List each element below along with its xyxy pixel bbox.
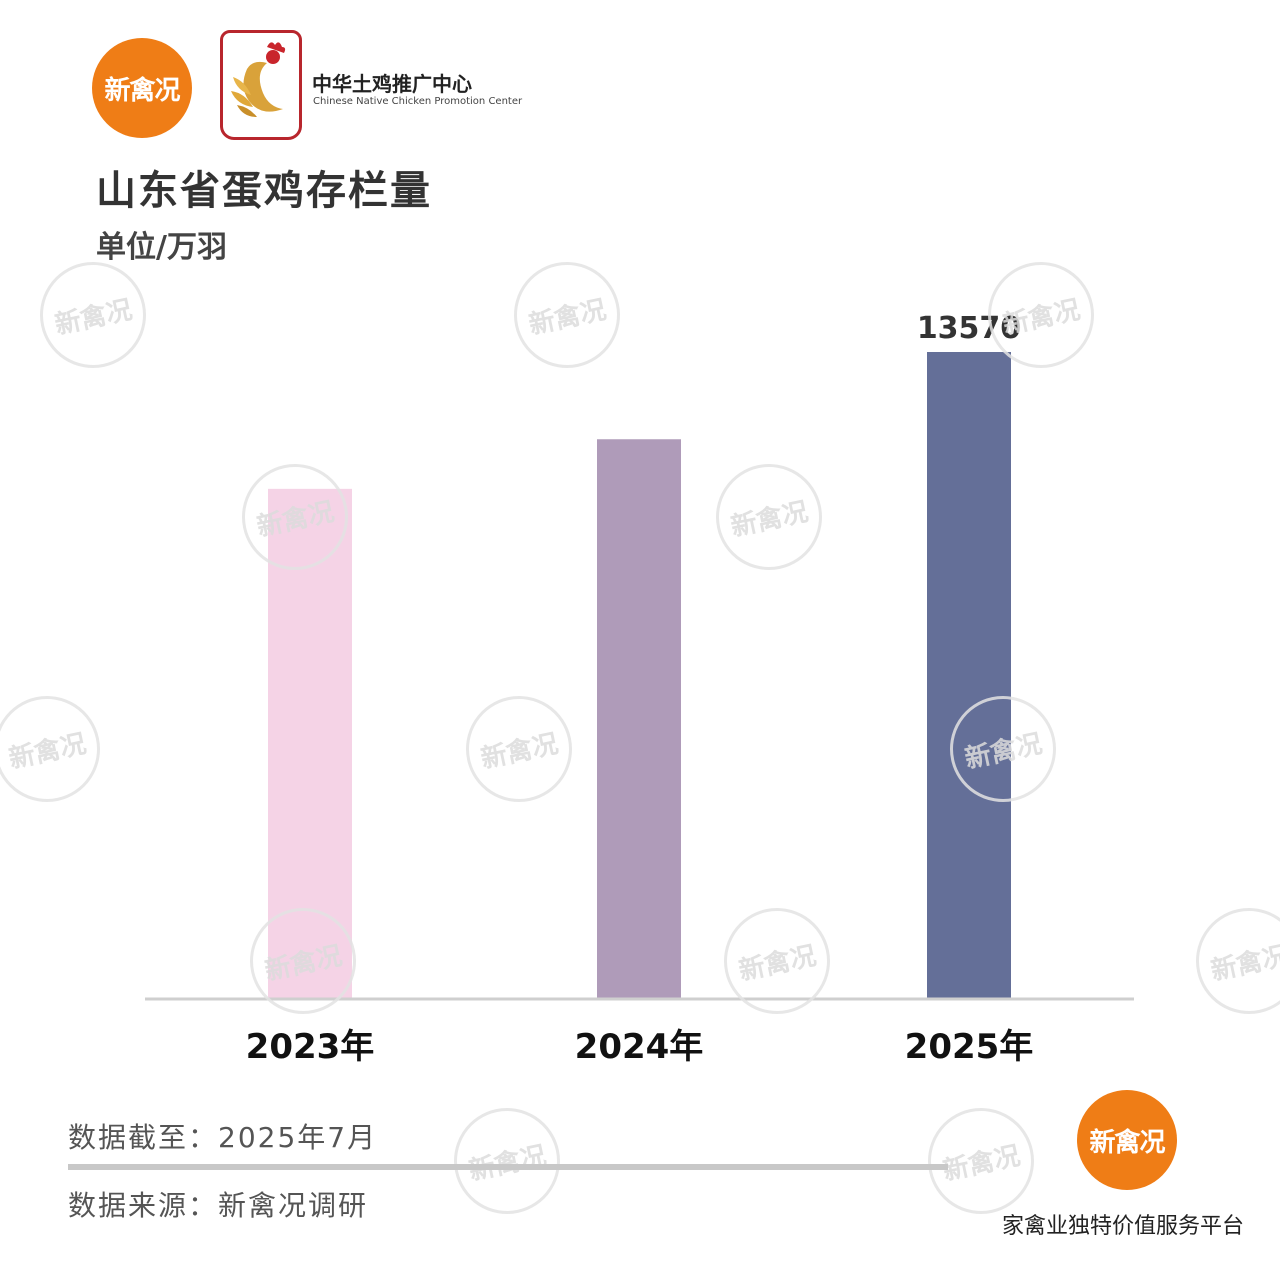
x-tick-label: 2025年 bbox=[905, 1027, 1034, 1067]
bar-2025年 bbox=[927, 352, 1011, 999]
org-name-english: Chinese Native Chicken Promotion Center bbox=[313, 96, 523, 107]
rooster-badge-icon bbox=[220, 30, 302, 140]
brand-logo: 新禽况 bbox=[92, 38, 192, 138]
chart-title: 山东省蛋鸡存栏量 bbox=[96, 168, 432, 214]
brand-logo-footer: 新禽况 bbox=[1077, 1090, 1177, 1190]
data-label: 13570 bbox=[917, 311, 1021, 346]
rooster-icon bbox=[231, 42, 286, 117]
data-source-note: 数据来源：新禽况调研 bbox=[68, 1189, 369, 1222]
x-tick-label: 2023年 bbox=[246, 1027, 375, 1067]
footer-divider bbox=[68, 1164, 948, 1170]
bar-2024年 bbox=[597, 439, 681, 999]
org-name: 中华土鸡推广中心 bbox=[312, 72, 472, 96]
chart-unit: 单位/万羽 bbox=[96, 230, 227, 265]
brand-logo-text: 新禽况 bbox=[104, 75, 180, 106]
platform-slogan: 家禽业独特价值服务平台 bbox=[1002, 1214, 1245, 1239]
data-cutoff-note: 数据截至：2025年7月 bbox=[68, 1121, 378, 1154]
x-tick-label: 2024年 bbox=[575, 1027, 704, 1067]
brand-logo-text: 新禽况 bbox=[1089, 1127, 1165, 1158]
bar-2023年 bbox=[268, 488, 352, 999]
